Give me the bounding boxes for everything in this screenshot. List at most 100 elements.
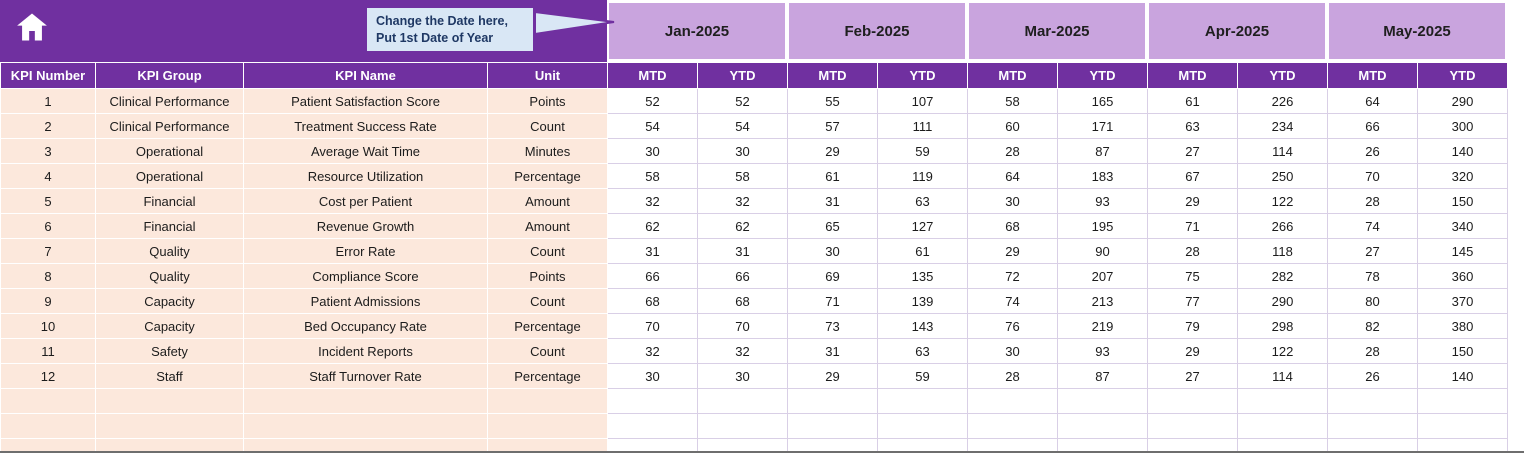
value-cell[interactable]: 118: [1237, 238, 1328, 264]
value-cell[interactable]: 114: [1237, 363, 1328, 389]
value-cell[interactable]: 63: [1147, 113, 1238, 139]
value-cell[interactable]: 31: [697, 238, 788, 264]
value-cell[interactable]: 140: [1417, 138, 1508, 164]
value-cell[interactable]: 66: [1327, 113, 1418, 139]
empty-cell[interactable]: [1147, 413, 1238, 439]
kpi-unit-cell[interactable]: Points: [487, 88, 608, 114]
column-header-may-2025-ytd[interactable]: YTD: [1417, 62, 1508, 89]
value-cell[interactable]: 171: [1057, 113, 1148, 139]
value-cell[interactable]: 87: [1057, 138, 1148, 164]
kpi-group-cell[interactable]: Staff: [95, 363, 244, 389]
value-cell[interactable]: 145: [1417, 238, 1508, 264]
value-cell[interactable]: 282: [1237, 263, 1328, 289]
kpi-group-cell[interactable]: Operational: [95, 138, 244, 164]
value-cell[interactable]: 266: [1237, 213, 1328, 239]
value-cell[interactable]: 213: [1057, 288, 1148, 314]
empty-cell[interactable]: [607, 438, 698, 451]
empty-cell[interactable]: [1237, 388, 1328, 414]
value-cell[interactable]: 52: [697, 88, 788, 114]
home-button[interactable]: [12, 7, 52, 47]
kpi-group-cell[interactable]: Quality: [95, 238, 244, 264]
value-cell[interactable]: 61: [1147, 88, 1238, 114]
value-cell[interactable]: 58: [607, 163, 698, 189]
value-cell[interactable]: 28: [1327, 338, 1418, 364]
kpi-number-cell[interactable]: 11: [0, 338, 96, 364]
value-cell[interactable]: 300: [1417, 113, 1508, 139]
value-cell[interactable]: 78: [1327, 263, 1418, 289]
value-cell[interactable]: 90: [1057, 238, 1148, 264]
kpi-group-cell[interactable]: Clinical Performance: [95, 113, 244, 139]
kpi-number-cell[interactable]: 3: [0, 138, 96, 164]
value-cell[interactable]: 290: [1237, 288, 1328, 314]
empty-cell[interactable]: [967, 438, 1058, 451]
value-cell[interactable]: 26: [1327, 138, 1418, 164]
kpi-group-cell[interactable]: Financial: [95, 213, 244, 239]
column-header-mar-2025-ytd[interactable]: YTD: [1057, 62, 1148, 89]
value-cell[interactable]: 30: [967, 338, 1058, 364]
kpi-name-cell[interactable]: Bed Occupancy Rate: [243, 313, 488, 339]
value-cell[interactable]: 150: [1417, 188, 1508, 214]
empty-cell[interactable]: [1417, 388, 1508, 414]
kpi-unit-cell[interactable]: Amount: [487, 188, 608, 214]
column-header-mar-2025-mtd[interactable]: MTD: [967, 62, 1058, 89]
value-cell[interactable]: 60: [967, 113, 1058, 139]
value-cell[interactable]: 67: [1147, 163, 1238, 189]
empty-cell[interactable]: [487, 413, 608, 439]
kpi-name-cell[interactable]: Cost per Patient: [243, 188, 488, 214]
month-header-feb-2025[interactable]: Feb-2025: [789, 3, 965, 59]
column-header-apr-2025-mtd[interactable]: MTD: [1147, 62, 1238, 89]
column-header-kpi-name[interactable]: KPI Name: [243, 62, 488, 89]
value-cell[interactable]: 30: [967, 188, 1058, 214]
kpi-name-cell[interactable]: Incident Reports: [243, 338, 488, 364]
value-cell[interactable]: 58: [967, 88, 1058, 114]
column-header-jan-2025-ytd[interactable]: YTD: [697, 62, 788, 89]
value-cell[interactable]: 70: [697, 313, 788, 339]
kpi-unit-cell[interactable]: Points: [487, 263, 608, 289]
kpi-name-cell[interactable]: Patient Satisfaction Score: [243, 88, 488, 114]
column-header-kpi-group[interactable]: KPI Group: [95, 62, 244, 89]
value-cell[interactable]: 62: [607, 213, 698, 239]
empty-cell[interactable]: [877, 413, 968, 439]
value-cell[interactable]: 250: [1237, 163, 1328, 189]
kpi-number-cell[interactable]: 7: [0, 238, 96, 264]
value-cell[interactable]: 30: [697, 363, 788, 389]
kpi-number-cell[interactable]: 12: [0, 363, 96, 389]
column-header-feb-2025-ytd[interactable]: YTD: [877, 62, 968, 89]
kpi-unit-cell[interactable]: Count: [487, 238, 608, 264]
kpi-group-cell[interactable]: Financial: [95, 188, 244, 214]
empty-cell[interactable]: [1327, 413, 1418, 439]
value-cell[interactable]: 57: [787, 113, 878, 139]
empty-cell[interactable]: [1327, 438, 1418, 451]
empty-cell[interactable]: [697, 438, 788, 451]
kpi-unit-cell[interactable]: Count: [487, 338, 608, 364]
empty-cell[interactable]: [1057, 388, 1148, 414]
value-cell[interactable]: 64: [967, 163, 1058, 189]
value-cell[interactable]: 28: [967, 138, 1058, 164]
value-cell[interactable]: 28: [967, 363, 1058, 389]
value-cell[interactable]: 69: [787, 263, 878, 289]
empty-cell[interactable]: [697, 413, 788, 439]
value-cell[interactable]: 64: [1327, 88, 1418, 114]
empty-cell[interactable]: [95, 438, 244, 451]
value-cell[interactable]: 54: [607, 113, 698, 139]
kpi-unit-cell[interactable]: Percentage: [487, 363, 608, 389]
kpi-number-cell[interactable]: 4: [0, 163, 96, 189]
value-cell[interactable]: 68: [697, 288, 788, 314]
column-header-kpi-number[interactable]: KPI Number: [0, 62, 96, 89]
value-cell[interactable]: 32: [697, 188, 788, 214]
kpi-group-cell[interactable]: Capacity: [95, 288, 244, 314]
value-cell[interactable]: 122: [1237, 338, 1328, 364]
value-cell[interactable]: 58: [697, 163, 788, 189]
value-cell[interactable]: 29: [967, 238, 1058, 264]
value-cell[interactable]: 71: [787, 288, 878, 314]
empty-cell[interactable]: [787, 438, 878, 451]
kpi-unit-cell[interactable]: Percentage: [487, 313, 608, 339]
value-cell[interactable]: 31: [787, 338, 878, 364]
value-cell[interactable]: 28: [1327, 188, 1418, 214]
value-cell[interactable]: 340: [1417, 213, 1508, 239]
value-cell[interactable]: 68: [607, 288, 698, 314]
value-cell[interactable]: 63: [877, 188, 968, 214]
kpi-group-cell[interactable]: Safety: [95, 338, 244, 364]
empty-cell[interactable]: [0, 413, 96, 439]
empty-cell[interactable]: [967, 413, 1058, 439]
